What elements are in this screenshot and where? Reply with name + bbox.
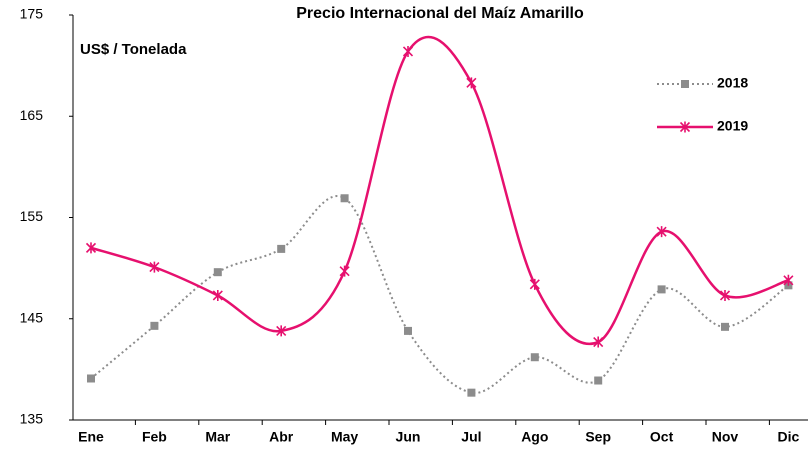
marker	[149, 261, 160, 273]
marker	[404, 326, 412, 335]
marker	[85, 242, 97, 254]
marker	[719, 289, 731, 301]
x-tick-label: Abr	[269, 429, 294, 445]
marker	[276, 325, 287, 337]
y-tick-label: 135	[20, 411, 44, 427]
marker	[87, 374, 95, 383]
marker	[402, 45, 414, 57]
y-tick-label: 165	[20, 107, 44, 123]
x-tick-label: May	[331, 429, 358, 445]
x-tick-label: Dic	[778, 429, 800, 445]
x-tick-label: Ene	[78, 429, 104, 445]
marker	[529, 278, 540, 290]
x-tick-label: Jun	[396, 429, 421, 445]
x-tick-label: Nov	[712, 429, 739, 445]
marker	[657, 285, 666, 294]
marker	[212, 289, 223, 301]
x-tick-label: Oct	[650, 429, 674, 445]
x-tick-label: Sep	[585, 429, 611, 445]
marker	[277, 244, 286, 253]
legend-label: 2019	[717, 118, 748, 134]
legend-label: 2018	[717, 75, 748, 91]
y-tick-label: 145	[20, 309, 44, 325]
marker	[656, 226, 667, 238]
marker	[339, 265, 350, 277]
series-line	[90, 195, 789, 394]
marker	[681, 80, 689, 88]
y-tick-label: 175	[20, 6, 44, 22]
marker	[213, 268, 222, 277]
x-tick-label: Ago	[521, 429, 548, 445]
x-tick-label: Jul	[461, 429, 481, 445]
marker	[593, 336, 604, 348]
marker	[150, 321, 159, 330]
marker	[679, 121, 691, 133]
marker	[340, 194, 349, 203]
marker	[783, 274, 794, 286]
marker	[721, 322, 729, 331]
marker	[466, 77, 477, 89]
x-tick-label: Mar	[205, 429, 230, 445]
marker	[530, 353, 539, 362]
x-tick-label: Feb	[142, 429, 167, 445]
y-tick-label: 155	[20, 208, 44, 224]
chart-title: Precio Internacional del Maíz Amarillo	[296, 5, 584, 22]
marker	[467, 388, 476, 397]
marker	[594, 376, 603, 385]
annotation: US$ / Tonelada	[80, 41, 187, 58]
